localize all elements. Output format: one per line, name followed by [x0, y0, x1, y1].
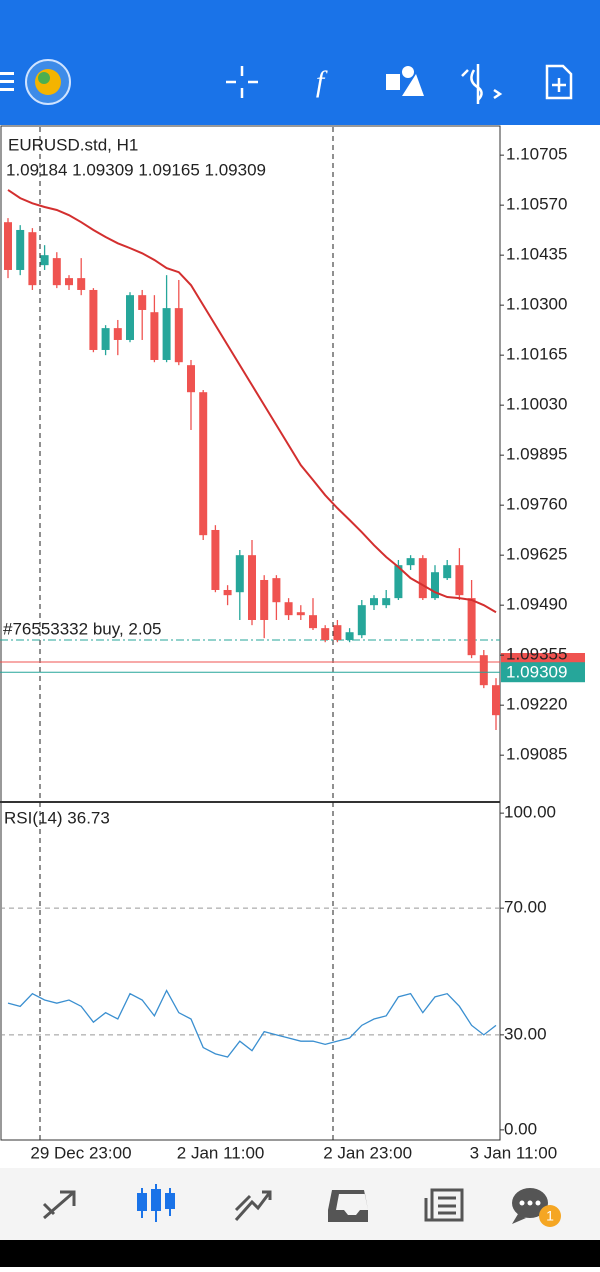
candle-body: [52, 258, 61, 286]
toolbar-icons: f: [0, 59, 573, 105]
y-tick-label: 1.09220: [506, 695, 567, 714]
candle-body: [77, 278, 86, 290]
x-tick-label: 29 Dec 23:00: [30, 1143, 131, 1162]
y-tick-label: 1.09085: [506, 745, 567, 764]
app-bar: [0, 0, 600, 125]
y-tick-label: 70.00: [504, 898, 547, 917]
y-tick-label: 1.10165: [506, 345, 567, 364]
y-tick-label: 1.09355: [506, 645, 567, 664]
last-price-label: 1.09309: [506, 663, 567, 682]
nav-quotes[interactable]: [42, 1190, 76, 1220]
order-label: #76553332 buy, 2.05: [3, 619, 162, 638]
trade-button[interactable]: [461, 64, 503, 104]
candle-body: [345, 632, 354, 640]
candle-body: [370, 598, 378, 606]
candle-body: [113, 328, 122, 340]
candle-body: [296, 612, 305, 616]
candle-body: [40, 255, 49, 266]
candle-body: [455, 565, 464, 596]
candle-body: [65, 278, 73, 286]
candle-body: [126, 295, 134, 340]
y-tick-label: 1.10570: [506, 195, 567, 214]
candle-body: [260, 579, 269, 620]
candle-body: [174, 308, 183, 363]
system-bar: [0, 1240, 600, 1267]
x-tick-label: 2 Jan 11:00: [177, 1143, 265, 1162]
candle-body: [187, 365, 195, 393]
candle-body: [272, 578, 281, 603]
candle-body: [89, 289, 98, 350]
nav-badge: 1: [546, 1208, 554, 1224]
chart-frame: [0, 125, 501, 1141]
y-tick-label: 1.10435: [506, 245, 567, 264]
y-tick-label: 100.00: [504, 803, 556, 822]
rsi-title: RSI(14) 36.73: [4, 808, 110, 827]
candle-body: [223, 589, 232, 596]
nav-trade[interactable]: [234, 1190, 272, 1221]
candle-body: [418, 558, 427, 599]
candle-body: [16, 229, 25, 270]
candle-body: [284, 602, 293, 616]
y-tick-label: 1.10030: [506, 395, 567, 414]
candle-body: [431, 572, 439, 599]
last-price-tag: [501, 662, 585, 683]
y-tick-label: 1.09760: [506, 495, 567, 514]
x-tick-label: 3 Jan 11:00: [470, 1143, 558, 1162]
candle-body: [492, 685, 500, 716]
candle-body: [162, 308, 171, 360]
moving-average: [7, 189, 497, 614]
candle-body: [4, 222, 12, 270]
candle-body: [443, 565, 452, 579]
y-tick-label: 1.10705: [506, 145, 567, 164]
nav-chart[interactable]: [137, 1184, 175, 1222]
y-tick-label: 1.09625: [506, 545, 567, 564]
candle-body: [309, 615, 317, 629]
rsi-line: [7, 989, 497, 1058]
y-tick-label: 1.10300: [506, 295, 567, 314]
objects-button[interactable]: [386, 66, 424, 96]
y-tick-label: 1.09490: [506, 595, 567, 614]
candle-body: [199, 392, 208, 536]
candle-body: [406, 558, 415, 566]
candle-body: [321, 628, 330, 640]
y-tick-label: 0.00: [504, 1119, 537, 1138]
candle-body: [248, 555, 256, 620]
candle-body: [101, 328, 110, 350]
candle-body: [333, 625, 342, 640]
crosshair-button[interactable]: [226, 66, 258, 98]
candle-body: [382, 598, 391, 606]
candle-body: [28, 232, 37, 286]
nav-history[interactable]: [328, 1190, 368, 1222]
nav-messages[interactable]: [512, 1188, 561, 1227]
app-logo[interactable]: [25, 59, 71, 105]
candle-body: [150, 312, 159, 360]
candle-body: [138, 295, 147, 310]
candle-body: [467, 598, 476, 656]
x-tick-label: 2 Jan 23:00: [323, 1143, 412, 1162]
ohlc-readout: 1.09184 1.09309 1.09165 1.09309: [6, 160, 266, 179]
new-order-button[interactable]: [545, 64, 573, 100]
candle-body: [479, 655, 488, 686]
y-tick-label: 30.00: [504, 1024, 547, 1043]
y-tick-label: 1.09895: [506, 445, 567, 464]
candle-body: [211, 529, 220, 590]
candle-body: [394, 565, 403, 599]
menu-button[interactable]: [0, 72, 14, 91]
bottom-nav: [0, 1168, 600, 1240]
candle-body: [235, 555, 244, 593]
chart-title: EURUSD.std, H1: [8, 135, 138, 154]
candle-body: [357, 605, 366, 636]
nav-news[interactable]: [424, 1188, 464, 1222]
